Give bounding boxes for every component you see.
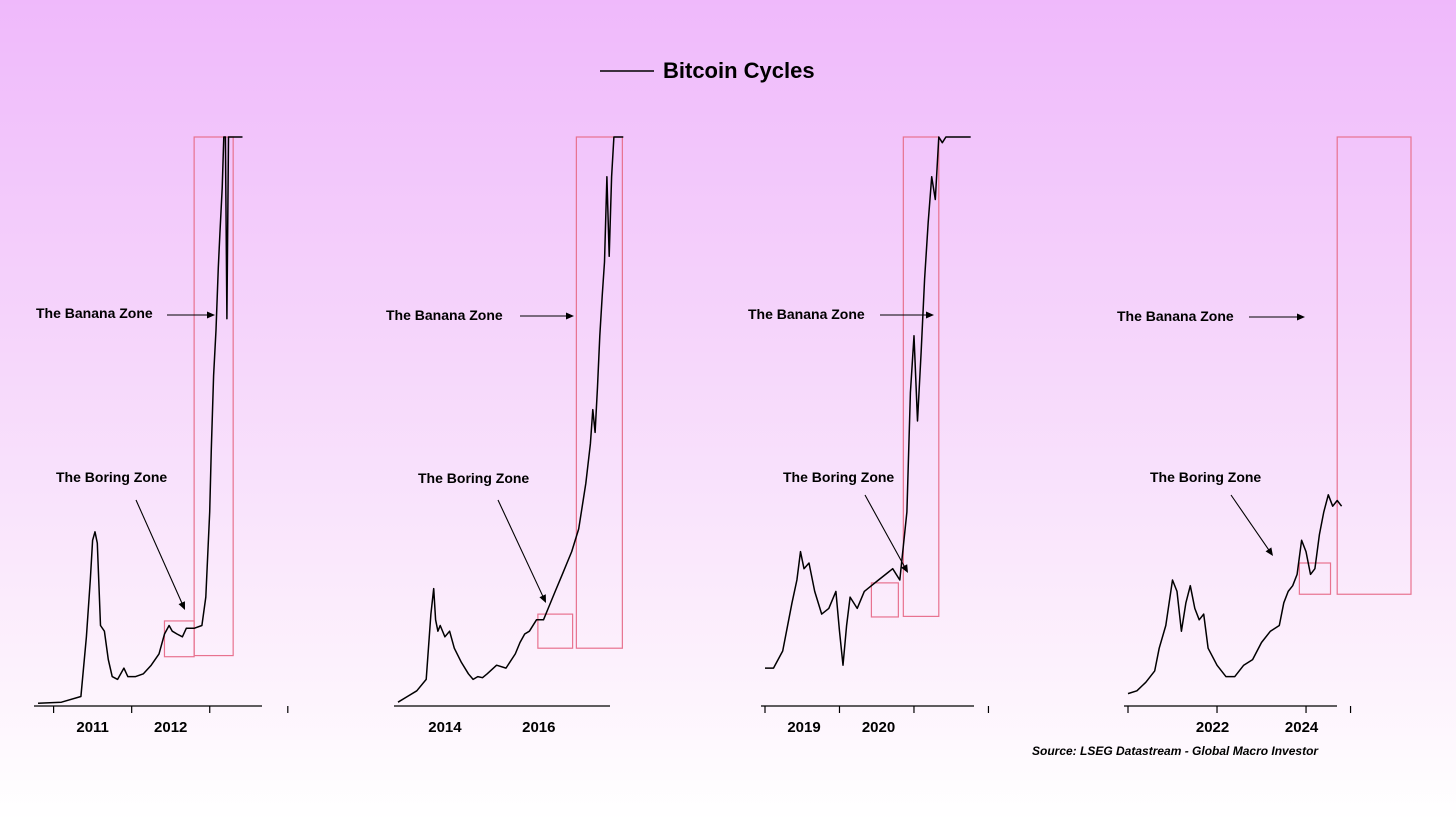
boring-arrow-line-1 [135,499,184,605]
boring-zone-box-3 [870,582,899,618]
banana-zone-label-2: The Banana Zone [386,307,503,323]
price-line-1 [37,136,243,705]
tick-label-2024: 2024 [1285,719,1319,736]
boring-arrow-line-3 [864,494,906,569]
source-note: Source: LSEG Datastream - Global Macro I… [1032,744,1319,758]
banana-arrow-head-1 [207,311,215,319]
tick-label-2022: 2022 [1196,719,1229,736]
boring-arrow-line-2 [497,499,544,598]
price-line-3 [765,136,971,669]
boring-zone-box-2 [537,613,574,649]
boring-arrow-line-4 [1230,494,1271,552]
banana-zone-box-1 [193,136,234,657]
banana-zone-box-4 [1336,136,1412,595]
panel-3: 2019 2020 The Banana Zone The Boring Zone [748,136,990,736]
boring-zone-label-1: The Boring Zone [56,469,167,485]
boring-arrow-head-1 [178,601,185,610]
chart-title: Bitcoin Cycles [663,58,815,83]
boring-zone-label-2: The Boring Zone [418,470,529,486]
banana-zone-label-1: The Banana Zone [36,305,153,321]
banana-zone-box-2 [575,136,623,649]
banana-zone-box-3 [902,136,940,617]
tick-label-2014: 2014 [428,719,462,736]
tick-label-2016: 2016 [522,719,555,736]
tick-label-2012: 2012 [154,719,187,736]
banana-arrow-head-3 [926,311,934,319]
panel-1: 2011 2012 The Banana Zone The Boring Zone [34,136,289,736]
boring-zone-label-3: The Boring Zone [783,469,894,485]
legend: Bitcoin Cycles [600,58,815,83]
boring-arrow-head-3 [901,564,908,573]
boring-zone-label-4: The Boring Zone [1150,469,1261,485]
banana-arrow-head-2 [566,312,574,320]
banana-zone-label-4: The Banana Zone [1117,308,1234,324]
panel-4: 2022 2024 The Banana Zone The Boring Zone [1117,136,1412,736]
price-line-2 [397,136,624,703]
tick-label-2011: 2011 [76,719,109,736]
boring-arrow-head-2 [539,594,546,603]
tick-label-2019: 2019 [787,719,820,736]
price-line-4 [1127,494,1343,695]
boring-arrow-head-4 [1265,547,1273,556]
panel-2: 2014 2016 The Banana Zone The Boring Zone [386,136,624,736]
banana-arrow-head-4 [1297,313,1305,321]
banana-zone-label-3: The Banana Zone [748,306,865,322]
tick-label-2020: 2020 [862,719,895,736]
